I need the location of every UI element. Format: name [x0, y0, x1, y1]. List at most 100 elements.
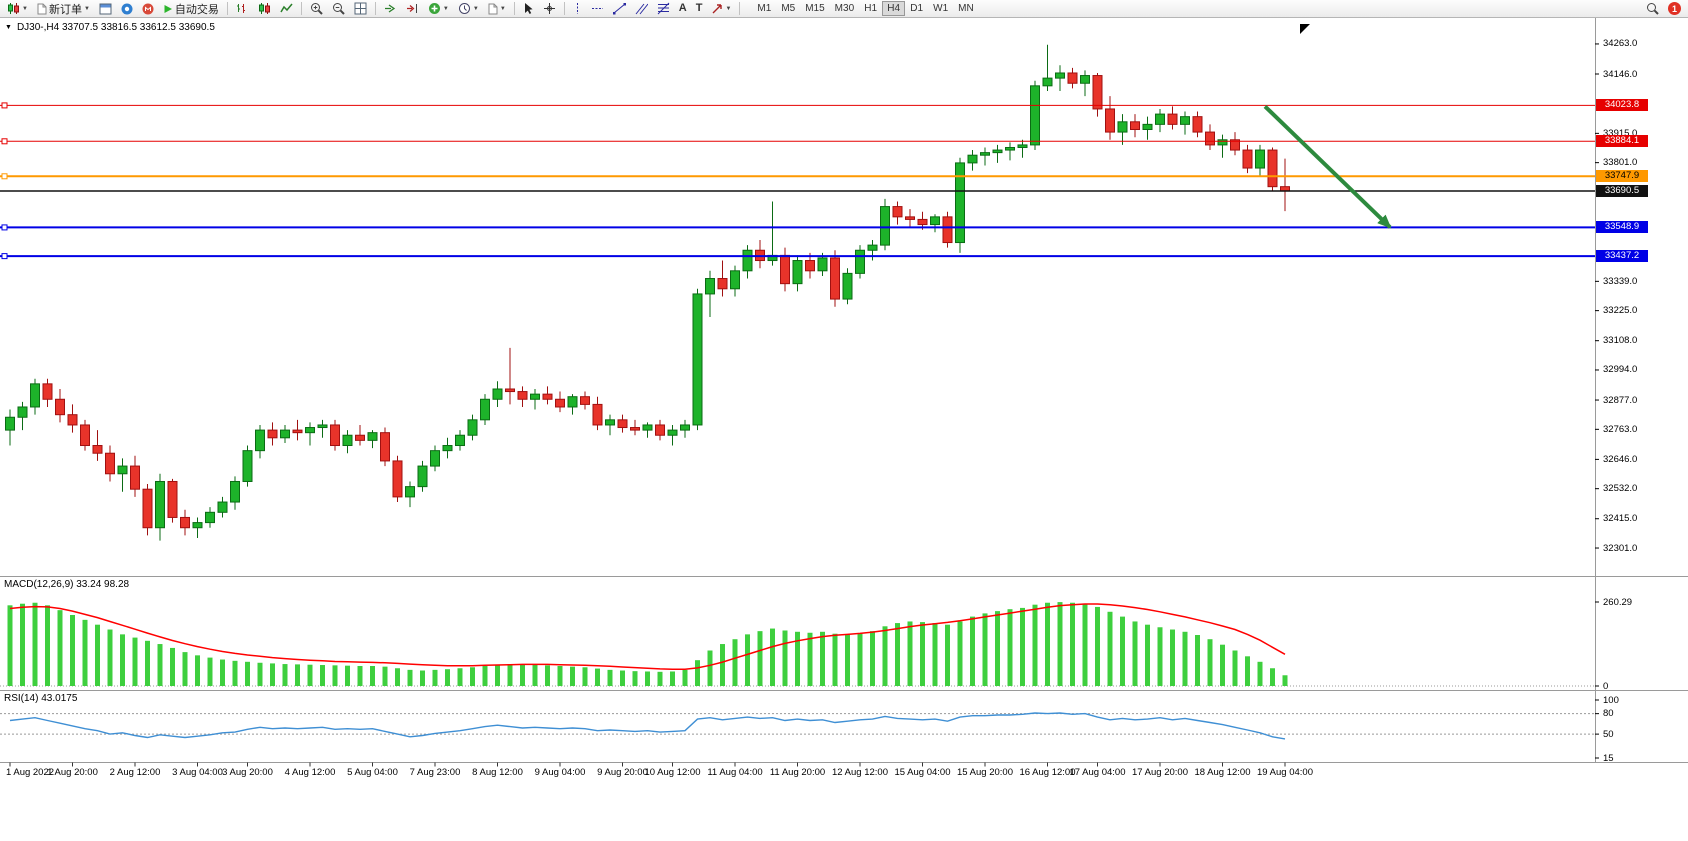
time-axis-label: 2 Aug 12:00 [109, 767, 161, 778]
candle [280, 429, 290, 439]
macd-histogram-bar [782, 630, 788, 686]
headset-button[interactable] [117, 1, 137, 17]
candlestick-button[interactable] [254, 1, 275, 17]
symbol-info[interactable]: ▼ DJ30-,H4 33707.5 33816.5 33612.5 33690… [5, 22, 215, 33]
chevron-down-icon: ▼ [499, 5, 506, 12]
arrows-button[interactable]: ▼ [707, 1, 735, 17]
vertical-line-button[interactable] [569, 1, 586, 17]
candle [530, 393, 540, 400]
candle [642, 424, 653, 431]
support-line-1-handle[interactable] [1, 224, 8, 231]
resistance-line-1-handle[interactable] [1, 102, 8, 109]
macd-histogram-bar [382, 666, 388, 686]
price-axis-label: 33915.0 [1603, 127, 1638, 139]
support-line-2-handle[interactable] [1, 253, 8, 260]
timeframe-m15[interactable]: M15 [800, 1, 829, 16]
macd-histogram-bar [557, 665, 563, 686]
macd-histogram-bar [545, 665, 550, 686]
macd-histogram-bar [920, 622, 925, 686]
zoom-out-icon [332, 3, 345, 15]
timeframe-m5[interactable]: M5 [776, 1, 800, 16]
macd-histogram-bar [1007, 609, 1013, 686]
time-axis-label: 9 Aug 20:00 [597, 767, 648, 778]
candle [17, 406, 28, 418]
timeframe-mn[interactable]: MN [953, 1, 979, 16]
indicators-button[interactable]: ▼ [424, 1, 453, 17]
macd-histogram-bar [132, 637, 138, 686]
channel-button[interactable] [631, 1, 652, 17]
trend-arrow[interactable] [1263, 104, 1392, 229]
macd-histogram-bar [370, 665, 375, 686]
timeframe-d1[interactable]: D1 [905, 1, 928, 16]
timeframe-w1[interactable]: W1 [928, 1, 953, 16]
auto-scroll-button[interactable] [380, 1, 401, 17]
text-label-button[interactable]: T [692, 1, 707, 17]
tile-windows-button[interactable] [350, 1, 371, 17]
community-button[interactable] [138, 1, 158, 17]
macd-histogram-bar [657, 671, 663, 686]
text-button[interactable]: A [675, 1, 691, 17]
time-axis-label: 19 Aug 04:00 [1257, 767, 1313, 778]
candle [917, 218, 928, 226]
candle [367, 432, 378, 441]
horizontal-line-button[interactable] [587, 1, 608, 17]
zoom-out-button[interactable] [328, 1, 349, 17]
candle [355, 434, 365, 441]
cursor-button[interactable] [519, 1, 538, 17]
candle [105, 452, 115, 475]
macd-histogram-bar [157, 644, 163, 686]
macd-histogram-bar [995, 611, 1000, 686]
macd-axis-label: 260.29 [1603, 596, 1633, 608]
timeframe-m30[interactable]: M30 [830, 1, 859, 16]
zoom-in-button[interactable] [306, 1, 327, 17]
crosshair-button[interactable] [539, 1, 560, 17]
candle [205, 511, 215, 524]
chart-shift-button[interactable] [402, 1, 423, 17]
fibonacci-button[interactable] [653, 1, 674, 17]
search-button[interactable] [1642, 1, 1663, 17]
macd-histogram-bar [1095, 606, 1100, 686]
autotrading-button[interactable]: 自动交易 [159, 1, 223, 17]
candle [1117, 121, 1128, 133]
resistance-line-2-price-tag: 33884.1 [1596, 135, 1648, 148]
trendline-button[interactable] [609, 1, 630, 17]
candle [67, 414, 78, 426]
timeframe-h4[interactable]: H4 [882, 1, 906, 16]
pivot-line-price-tag: 33747.9 [1596, 170, 1648, 183]
timeframe-m1[interactable]: M1 [752, 1, 776, 16]
line-chart-button[interactable] [276, 1, 297, 17]
time-axis-label: 5 Aug 04:00 [347, 767, 398, 778]
pivot-line-handle[interactable] [1, 173, 8, 180]
toolbar-right-group: 1 [1642, 1, 1685, 17]
candle [255, 429, 265, 452]
macd-histogram-bar [1145, 624, 1150, 686]
candle [405, 486, 415, 498]
macd-histogram-bar [932, 623, 938, 686]
macd-histogram-bar [820, 631, 825, 686]
bar-chart-button[interactable] [232, 1, 253, 17]
notification-badge[interactable]: 1 [1668, 2, 1681, 15]
rsi-axis-label: 100 [1603, 694, 1619, 706]
timeframe-h1[interactable]: H1 [859, 1, 882, 16]
clock-icon [458, 3, 470, 14]
chevron-down-icon: ▼ [5, 24, 12, 31]
candle [1180, 116, 1190, 125]
new-order-button[interactable]: 新订单 ▼ [33, 1, 94, 17]
time-axis-label: 12 Aug 12:00 [832, 767, 888, 778]
macd-histogram-bar [232, 660, 238, 686]
terminal-button[interactable] [95, 1, 116, 17]
periods-button[interactable]: ▼ [454, 1, 483, 17]
templates-button[interactable]: ▼ [484, 1, 510, 17]
macd-histogram-bar [1070, 602, 1075, 686]
new-chart-button[interactable]: ▼ [3, 1, 32, 17]
cursor-icon [524, 3, 533, 14]
candle [192, 522, 203, 529]
candle [42, 383, 53, 400]
scroll-marker-icon[interactable] [1300, 24, 1310, 34]
search-icon [1647, 3, 1659, 15]
resistance-line-2-handle[interactable] [1, 138, 8, 145]
macd-histogram-bar [1282, 675, 1288, 686]
time-axis-label: 7 Aug 23:00 [409, 767, 461, 778]
macd-histogram-bar [1220, 644, 1225, 686]
macd-histogram-bar [70, 615, 75, 686]
